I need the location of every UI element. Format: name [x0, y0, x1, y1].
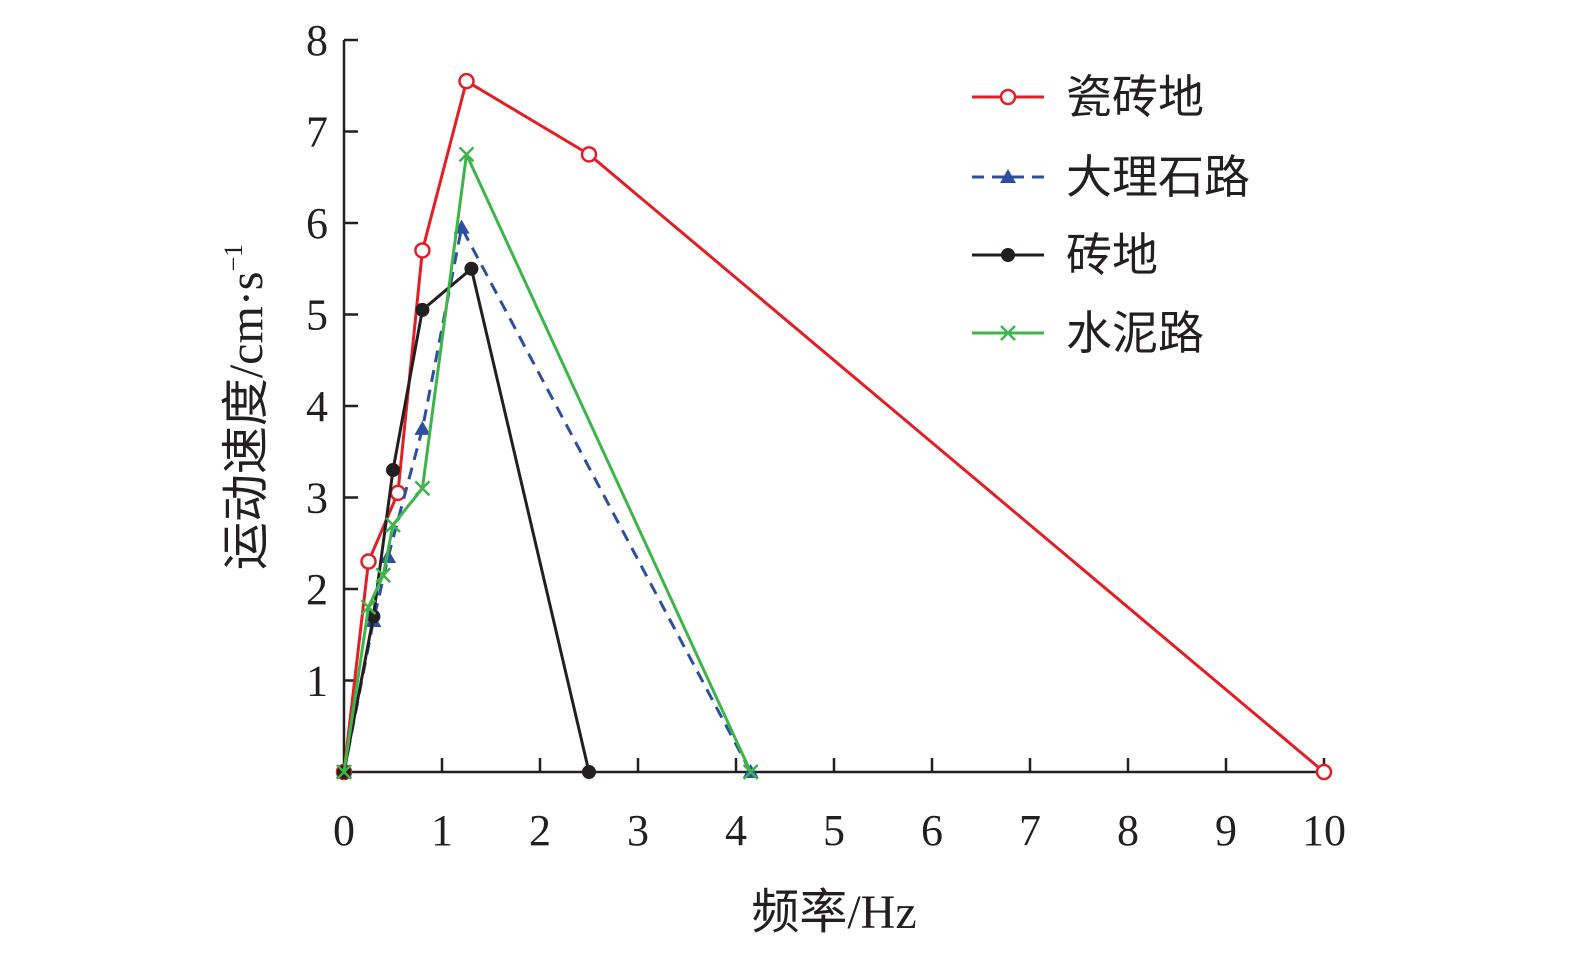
legend-label-cement-road: 水泥路 — [1066, 306, 1204, 360]
data-point-cement-road — [742, 764, 759, 780]
x-tick-label: 10 — [1302, 806, 1346, 855]
data-point-tile-floor — [458, 72, 475, 90]
data-point-tile-floor — [1315, 763, 1333, 781]
data-point-marble-road — [414, 420, 431, 435]
data-point-brick-floor — [386, 463, 400, 478]
legend-label-marble-road: 大理石路 — [1066, 150, 1250, 204]
y-tick-label: 6 — [306, 199, 328, 248]
x-tick-label: 9 — [1215, 806, 1237, 855]
data-point-cement-road — [458, 146, 475, 163]
data-point-cement-road — [414, 480, 431, 497]
y-tick-label: 4 — [306, 382, 328, 431]
y-axis-title-main: 运动速度/cm·s — [220, 272, 273, 571]
y-tick-label: 1 — [306, 657, 328, 706]
series-line-brick-floor — [342, 267, 591, 773]
y-axis-title-exponent: −1 — [219, 244, 248, 272]
x-tick-label: 3 — [627, 806, 649, 855]
legend-marker-cement-road — [1000, 325, 1016, 341]
series-brick-floor — [337, 261, 596, 779]
data-point-tile-floor — [414, 242, 431, 259]
legend-label-brick-floor: 砖地 — [1066, 228, 1158, 282]
y-tick-label: 5 — [306, 291, 328, 340]
data-point-brick-floor — [415, 302, 430, 317]
legend-marker-brick-floor — [1001, 248, 1015, 262]
x-tick-label: 0 — [333, 806, 355, 855]
legend-item-cement-road: 水泥路 — [972, 306, 1204, 360]
x-tick-label: 5 — [823, 806, 845, 855]
series-line-marble-road — [342, 226, 753, 773]
series-layer — [335, 72, 1333, 781]
legend-item-brick-floor: 砖地 — [972, 228, 1158, 282]
x-tick-label: 7 — [1019, 806, 1041, 855]
axes: 0 1 2 3 4 5 6 7 8 9 10 1 2 3 4 5 6 7 8 — [306, 16, 1346, 855]
series-line-cement-road — [342, 152, 753, 773]
x-tick-label: 6 — [921, 806, 943, 855]
y-tick-label: 2 — [306, 565, 328, 614]
x-tick-label: 8 — [1117, 806, 1139, 855]
y-axis-title: 运动速度/cm·s−1 — [219, 244, 273, 570]
y-tick-label: 3 — [306, 474, 328, 523]
data-point-brick-floor — [464, 261, 479, 276]
data-point-tile-floor — [580, 146, 598, 163]
y-ticks: 1 2 3 4 5 6 7 8 — [306, 16, 358, 706]
x-tick-label: 2 — [529, 806, 551, 855]
legend-marker-marble-road — [1000, 169, 1016, 183]
data-point-tile-floor — [360, 553, 377, 570]
legend-marker-tile-floor — [999, 88, 1017, 106]
data-point-cement-road — [336, 764, 352, 780]
data-point-cement-road — [375, 567, 392, 584]
x-tick-label: 4 — [725, 806, 747, 855]
x-tick-label: 1 — [431, 806, 453, 855]
x-axis-title: 频率/Hz — [751, 886, 916, 939]
x-ticks: 0 1 2 3 4 5 6 7 8 9 10 — [333, 758, 1346, 855]
data-point-cement-road — [385, 517, 401, 533]
data-point-brick-floor — [582, 765, 596, 779]
legend-item-tile-floor: 瓷砖地 — [972, 70, 1204, 124]
legend-label-tile-floor: 瓷砖地 — [1066, 70, 1204, 124]
series-cement-road — [336, 146, 759, 780]
legend-item-marble-road: 大理石路 — [972, 150, 1250, 204]
y-tick-label: 8 — [306, 16, 328, 65]
data-point-cement-road — [360, 599, 377, 616]
y-tick-label: 7 — [306, 108, 328, 157]
